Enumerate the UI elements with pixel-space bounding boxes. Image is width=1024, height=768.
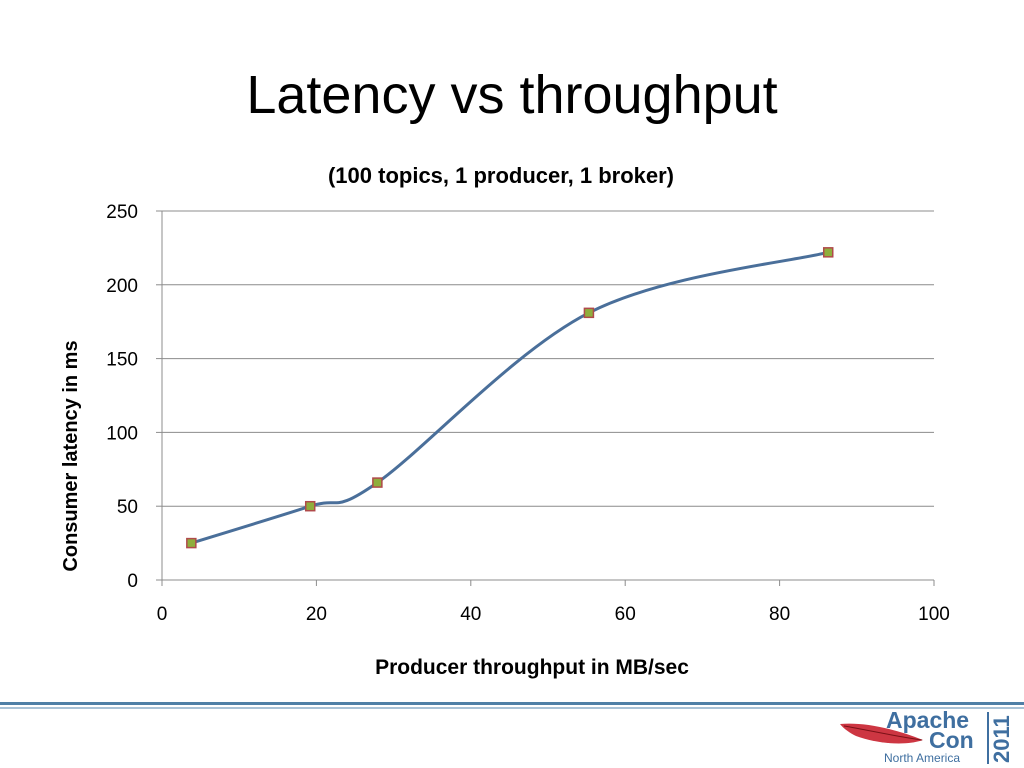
y-axis-label: Consumer latency in ms <box>60 340 82 571</box>
x-tick-label: 0 <box>157 604 168 625</box>
x-tick-label: 80 <box>769 604 790 625</box>
y-tick-label: 150 <box>106 350 138 371</box>
x-axis-label: Producer throughput in MB/sec <box>375 656 689 679</box>
data-point-marker <box>822 247 834 258</box>
y-tick-labels: 0 50 100 150 200 250 <box>106 202 138 592</box>
slide-title: Latency vs throughput <box>246 65 778 125</box>
logo-apache-text: Apache <box>886 707 969 733</box>
x-tick-label: 60 <box>615 604 636 625</box>
data-markers <box>186 247 834 549</box>
y-tick-label: 200 <box>106 276 138 297</box>
gridlines <box>162 210 934 507</box>
logo-con-text: Con <box>929 727 974 753</box>
data-point-marker <box>186 537 197 549</box>
latency-throughput-chart: (100 topics, 1 producer, 1 broker) 0 50 10… <box>60 163 950 679</box>
logo-year-text: 2011 <box>989 715 1014 763</box>
footer-rule-secondary <box>0 707 1024 709</box>
chart-title: (100 topics, 1 producer, 1 broker) <box>328 163 674 188</box>
y-tick-label: 100 <box>106 423 138 444</box>
x-tick-label: 100 <box>918 604 950 625</box>
data-point-marker <box>583 307 595 319</box>
footer-rule <box>0 702 1024 705</box>
axes <box>156 210 935 586</box>
y-tick-label: 0 <box>127 571 138 592</box>
apachecon-logo: Apache Con North America 2011 <box>840 707 1014 765</box>
x-tick-labels: 0 20 40 60 80 100 <box>157 604 950 625</box>
data-point-marker <box>304 500 316 512</box>
x-tick-label: 40 <box>460 604 481 625</box>
y-tick-label: 50 <box>117 497 138 518</box>
series-line <box>190 250 829 545</box>
data-point-marker <box>372 477 383 488</box>
x-tick-label: 20 <box>306 604 327 625</box>
feather-icon <box>840 723 923 744</box>
y-tick-label: 250 <box>106 202 138 223</box>
logo-region-text: North America <box>884 751 960 765</box>
